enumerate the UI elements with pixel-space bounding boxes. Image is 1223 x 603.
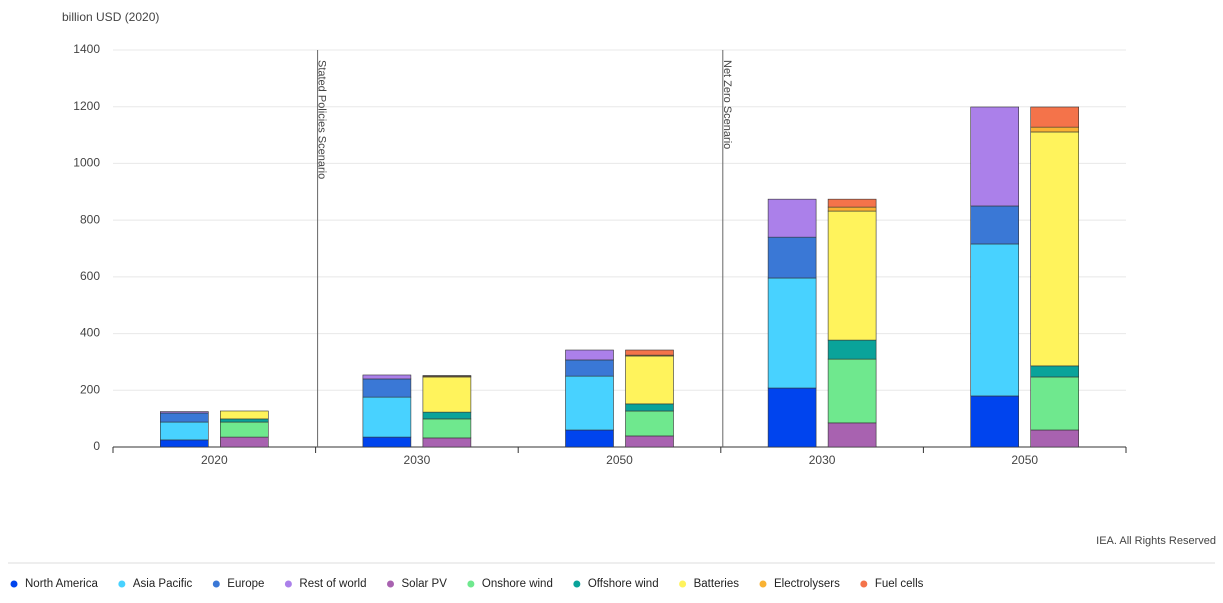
- bar-segment: [767, 277, 817, 389]
- bar-segment: [422, 418, 472, 439]
- bar-segment: [1030, 429, 1079, 448]
- bar-segment: [1030, 365, 1079, 378]
- legend-label: Asia Pacific: [133, 578, 193, 590]
- legend-label: North America: [25, 578, 98, 590]
- legend-label: Batteries: [694, 578, 740, 590]
- y-tick-label: 1200: [73, 99, 100, 113]
- x-tick-label: 2020: [201, 453, 228, 467]
- legend-label: Solar PV: [402, 578, 448, 590]
- bar-segment: [827, 210, 877, 341]
- x-tick-label: 2030: [404, 453, 431, 467]
- legend-label: Electrolysers: [774, 578, 840, 590]
- bar-segment: [625, 435, 674, 448]
- x-tick-label: 2050: [606, 453, 633, 467]
- legend-label: Rest of world: [299, 578, 366, 590]
- scenario-label: Stated Policies Scenario: [316, 60, 328, 179]
- bar-segment: [1030, 126, 1079, 133]
- legend-label: Fuel cells: [875, 578, 924, 590]
- bar-segment: [827, 422, 877, 448]
- bar-segment: [625, 355, 674, 405]
- legend-label: Offshore wind: [588, 578, 659, 590]
- x-tick-label: 2030: [809, 453, 836, 467]
- bar-segment: [970, 205, 1020, 245]
- legend-marker: [860, 580, 868, 588]
- y-tick-label: 0: [93, 439, 100, 453]
- bar-segment: [422, 375, 472, 377]
- bar-segment: [625, 349, 674, 356]
- bar-segment: [362, 436, 412, 448]
- bar-segment: [565, 349, 614, 361]
- legend-marker: [118, 580, 126, 588]
- legend-label: Europe: [227, 578, 264, 590]
- bar-segment: [1030, 131, 1079, 367]
- legend-marker: [10, 580, 18, 588]
- bar-segment: [767, 198, 817, 238]
- bar-segment: [827, 198, 877, 208]
- bar-segment: [220, 418, 269, 423]
- y-tick-label: 1400: [73, 42, 100, 56]
- bar-segment: [220, 436, 269, 448]
- bar-segment: [625, 410, 674, 437]
- y-tick-label: 200: [80, 382, 100, 396]
- bar-segment: [422, 437, 472, 448]
- bar-segment: [970, 243, 1020, 397]
- bar-segment: [220, 410, 269, 420]
- legend-marker: [467, 580, 475, 588]
- bar-segment: [970, 106, 1020, 207]
- bar-segment: [625, 403, 674, 412]
- bar-segment: [362, 378, 412, 398]
- legend-marker: [679, 580, 687, 588]
- bar-segment: [362, 374, 412, 380]
- bar-segment: [827, 358, 877, 424]
- bar-segment: [160, 421, 209, 441]
- bar-segment: [565, 429, 614, 448]
- bar-segment: [767, 236, 817, 279]
- bar-segment: [422, 376, 472, 413]
- bar-segment: [160, 411, 209, 414]
- y-tick-label: 1000: [73, 156, 100, 170]
- bar-segment: [422, 411, 472, 420]
- y-tick-label: 400: [80, 326, 100, 340]
- legend-marker: [759, 580, 767, 588]
- legend-marker: [284, 580, 292, 588]
- bar-segment: [1030, 106, 1079, 128]
- legend-label: Onshore wind: [482, 578, 553, 590]
- bar-segment: [160, 412, 209, 423]
- legend-marker: [573, 580, 581, 588]
- source-note: IEA. All Rights Reserved: [1096, 535, 1216, 547]
- y-tick-label: 800: [80, 212, 100, 226]
- y-axis-label: billion USD (2020): [62, 10, 159, 24]
- x-tick-label: 2050: [1011, 453, 1038, 467]
- legend-marker: [212, 580, 220, 588]
- bar-segment: [362, 396, 412, 438]
- bar-segment: [827, 339, 877, 360]
- scenario-label: Net Zero Scenario: [721, 60, 733, 149]
- bar-segment: [565, 359, 614, 377]
- bar-segment: [970, 395, 1020, 448]
- bar-segment: [565, 375, 614, 431]
- bar-segment: [220, 421, 269, 438]
- bar-segment: [767, 387, 817, 448]
- bar-segment: [827, 206, 877, 212]
- bar-segment: [160, 439, 209, 448]
- bar-segment: [1030, 376, 1079, 431]
- legend-marker: [387, 580, 394, 588]
- y-tick-label: 600: [80, 269, 100, 283]
